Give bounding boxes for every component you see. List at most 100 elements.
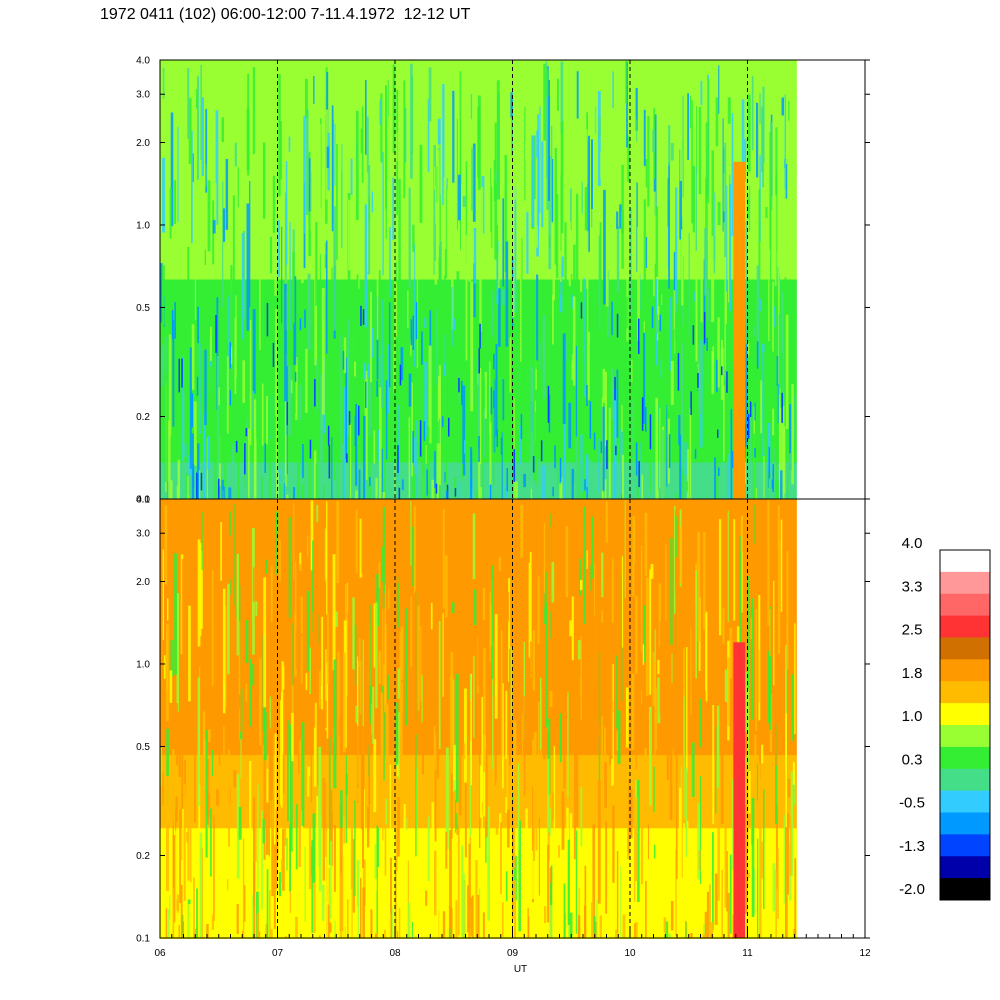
heatmap-streak bbox=[374, 879, 377, 892]
heatmap-streak bbox=[421, 754, 424, 775]
heatmap-streak bbox=[563, 883, 566, 938]
heatmap-streak bbox=[401, 479, 404, 491]
heatmap-streak bbox=[692, 853, 695, 925]
heatmap-streak bbox=[537, 701, 540, 784]
heatmap-streak bbox=[384, 788, 387, 876]
heatmap-streak bbox=[611, 368, 613, 421]
heatmap-streak bbox=[254, 779, 257, 862]
heatmap-streak bbox=[295, 916, 298, 938]
heatmap-streak bbox=[725, 291, 727, 324]
heatmap-streak bbox=[264, 443, 266, 473]
heatmap-streak bbox=[293, 487, 296, 499]
x-tick-label: 10 bbox=[624, 948, 636, 959]
heatmap-streak bbox=[695, 237, 698, 362]
heatmap-streak bbox=[318, 746, 322, 867]
heatmap-streak bbox=[775, 724, 778, 825]
heatmap-streak bbox=[324, 700, 328, 728]
heatmap-streak bbox=[200, 550, 203, 629]
heatmap-streak bbox=[253, 796, 256, 907]
heatmap-streak bbox=[403, 804, 406, 860]
heatmap-streak bbox=[703, 532, 706, 630]
x-tick-label: 07 bbox=[272, 948, 284, 959]
heatmap-streak bbox=[785, 814, 788, 938]
heatmap-streak bbox=[360, 305, 362, 326]
y-tick-label: 4.0 bbox=[136, 56, 150, 67]
heatmap-streak bbox=[399, 364, 402, 386]
heatmap-streak bbox=[479, 225, 482, 332]
heatmap-streak bbox=[382, 423, 386, 499]
heatmap-streak bbox=[395, 858, 397, 938]
heatmap-streak bbox=[355, 403, 358, 486]
heatmap-streak bbox=[693, 532, 695, 576]
heatmap-streak bbox=[281, 226, 283, 324]
heatmap-streak bbox=[408, 187, 411, 288]
heatmap-streak bbox=[218, 478, 220, 514]
heatmap-streak bbox=[567, 691, 569, 798]
heatmap-streak bbox=[675, 652, 679, 703]
heatmap-streak bbox=[218, 700, 221, 765]
heatmap-streak bbox=[352, 839, 355, 913]
heatmap-streak bbox=[597, 780, 601, 904]
heatmap-streak bbox=[266, 802, 269, 855]
heatmap-streak bbox=[215, 183, 217, 274]
heatmap-streak bbox=[537, 157, 540, 226]
heatmap-streak bbox=[543, 63, 546, 141]
heatmap-streak bbox=[643, 605, 646, 663]
heatmap-streak bbox=[343, 391, 345, 499]
heatmap-streak bbox=[188, 605, 191, 702]
heatmap-streak bbox=[389, 227, 391, 298]
heatmap-streak bbox=[214, 459, 217, 499]
heatmap-streak bbox=[662, 430, 664, 499]
heatmap-band bbox=[160, 60, 797, 98]
heatmap-streak bbox=[643, 332, 646, 424]
heatmap-streak bbox=[191, 324, 195, 390]
heatmap-streak bbox=[426, 660, 429, 691]
heatmap-streak bbox=[589, 401, 592, 439]
heatmap-streak bbox=[575, 346, 577, 437]
heatmap-streak bbox=[224, 606, 227, 707]
heatmap-streak bbox=[245, 428, 248, 437]
heatmap-streak bbox=[709, 884, 711, 938]
heatmap-streak bbox=[376, 574, 379, 627]
heatmap-streak bbox=[175, 796, 178, 822]
heatmap-streak bbox=[545, 61, 548, 178]
heatmap-streak bbox=[192, 153, 194, 183]
heatmap-streak bbox=[566, 339, 568, 363]
heatmap-streak bbox=[598, 235, 601, 330]
heatmap-streak bbox=[252, 663, 255, 686]
heatmap-streak bbox=[212, 220, 216, 234]
heatmap-streak bbox=[224, 436, 227, 499]
heatmap-streak bbox=[711, 150, 714, 261]
heatmap-streak bbox=[455, 673, 459, 803]
heatmap-streak bbox=[561, 256, 564, 277]
heatmap-streak bbox=[482, 380, 486, 410]
heatmap-streak bbox=[544, 571, 547, 625]
heatmap-streak bbox=[245, 620, 249, 664]
heatmap-streak bbox=[508, 578, 511, 682]
heatmap-streak bbox=[674, 505, 676, 615]
heatmap-streak bbox=[582, 434, 585, 499]
heatmap-streak bbox=[398, 711, 400, 780]
heatmap-streak bbox=[538, 458, 540, 487]
heatmap-streak bbox=[745, 792, 748, 914]
heatmap-streak bbox=[604, 371, 607, 447]
heatmap-streak bbox=[543, 635, 546, 760]
heatmap-streak bbox=[338, 718, 340, 736]
heatmap-streak bbox=[532, 135, 536, 200]
heatmap-streak bbox=[169, 188, 172, 239]
heatmap-streak bbox=[513, 773, 516, 869]
heatmap-streak bbox=[283, 542, 287, 667]
heatmap-streak bbox=[397, 931, 399, 938]
heatmap-streak bbox=[625, 350, 627, 436]
heatmap-streak bbox=[272, 342, 275, 367]
heatmap-streak bbox=[717, 317, 720, 388]
heatmap-streak bbox=[514, 186, 517, 313]
heatmap-streak bbox=[731, 451, 734, 469]
heatmap-streak bbox=[525, 142, 527, 161]
heatmap-streak bbox=[355, 706, 359, 723]
heatmap-streak bbox=[513, 449, 515, 482]
heatmap-streak bbox=[210, 808, 212, 877]
heatmap-streak bbox=[305, 109, 309, 215]
heatmap-streak bbox=[425, 890, 428, 906]
heatmap-streak bbox=[246, 203, 250, 331]
